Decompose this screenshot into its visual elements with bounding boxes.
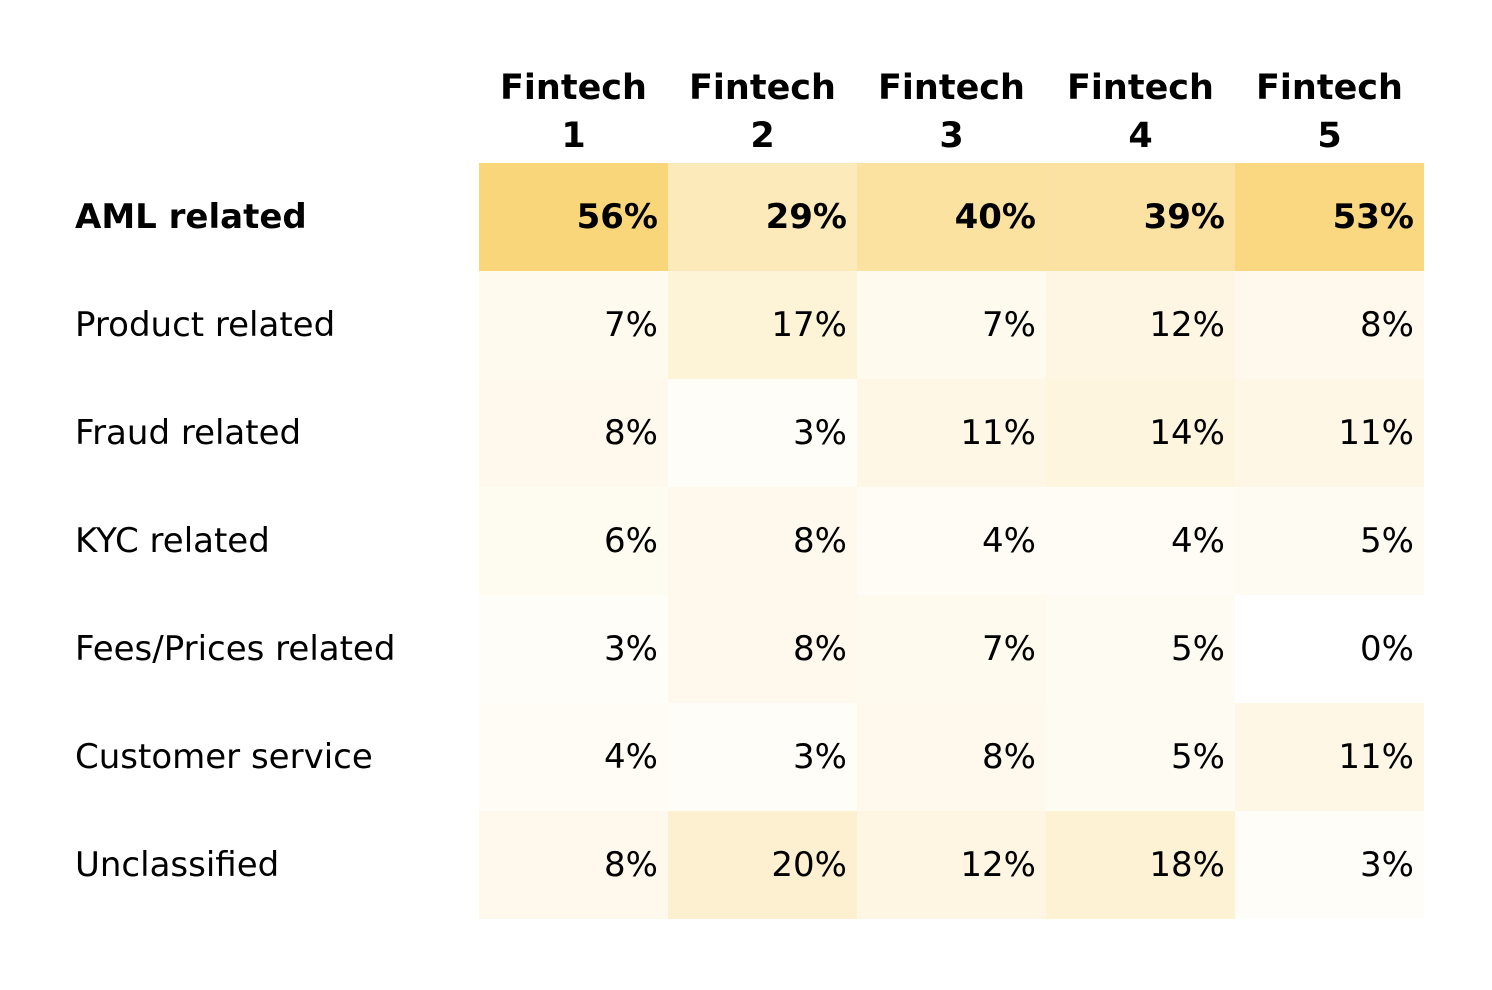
column-header: Fintech 3	[878, 68, 1025, 156]
heatmap-cell: 20%	[668, 811, 857, 919]
row-label: Product related	[75, 305, 336, 345]
heatmap-cell: 8%	[668, 487, 857, 595]
row-label: Customer service	[75, 737, 373, 777]
heatmap-cell: 0%	[1235, 595, 1424, 703]
heatmap-cell: 8%	[479, 379, 668, 487]
heatmap-cell: 7%	[857, 271, 1046, 379]
column-header: Fintech 4	[1067, 68, 1214, 156]
heatmap-cell: 4%	[479, 703, 668, 811]
heatmap-cell: 39%	[1046, 163, 1235, 271]
column-header: Fintech 1	[500, 68, 647, 156]
heatmap-cell: 14%	[1046, 379, 1235, 487]
heatmap-cell: 8%	[857, 703, 1046, 811]
column-header: Fintech 2	[689, 68, 836, 156]
heatmap-cell: 7%	[857, 595, 1046, 703]
heatmap-cell: 17%	[668, 271, 857, 379]
heatmap-cell: 3%	[668, 703, 857, 811]
heatmap-cell: 8%	[1235, 271, 1424, 379]
column-header: Fintech 5	[1256, 68, 1403, 156]
row-label: Fraud related	[75, 413, 302, 453]
heatmap-cell: 56%	[479, 163, 668, 271]
row-label: Fees/Prices related	[75, 629, 396, 669]
heatmap-cell: 5%	[1235, 487, 1424, 595]
heatmap-cell: 11%	[1235, 379, 1424, 487]
heatmap-cell: 7%	[479, 271, 668, 379]
heatmap-cell: 8%	[668, 595, 857, 703]
heatmap-cell: 4%	[1046, 487, 1235, 595]
heatmap-cell: 3%	[1235, 811, 1424, 919]
heatmap-cell: 12%	[1046, 271, 1235, 379]
heatmap-cell: 11%	[1235, 703, 1424, 811]
heatmap-cell: 4%	[857, 487, 1046, 595]
heatmap-cell: 12%	[857, 811, 1046, 919]
heatmap-cell: 40%	[857, 163, 1046, 271]
heatmap-cell: 18%	[1046, 811, 1235, 919]
heatmap-cell: 3%	[479, 595, 668, 703]
heatmap-cell: 8%	[479, 811, 668, 919]
row-label: Unclassified	[75, 845, 280, 885]
heatmap-cell: 5%	[1046, 703, 1235, 811]
heatmap-cell: 6%	[479, 487, 668, 595]
heatmap-cell: 53%	[1235, 163, 1424, 271]
heatmap-cell: 29%	[668, 163, 857, 271]
heatmap-cell: 11%	[857, 379, 1046, 487]
row-label: AML related	[75, 197, 307, 237]
heatmap-cell: 5%	[1046, 595, 1235, 703]
heatmap-cell: 3%	[668, 379, 857, 487]
row-label: KYC related	[75, 521, 270, 561]
